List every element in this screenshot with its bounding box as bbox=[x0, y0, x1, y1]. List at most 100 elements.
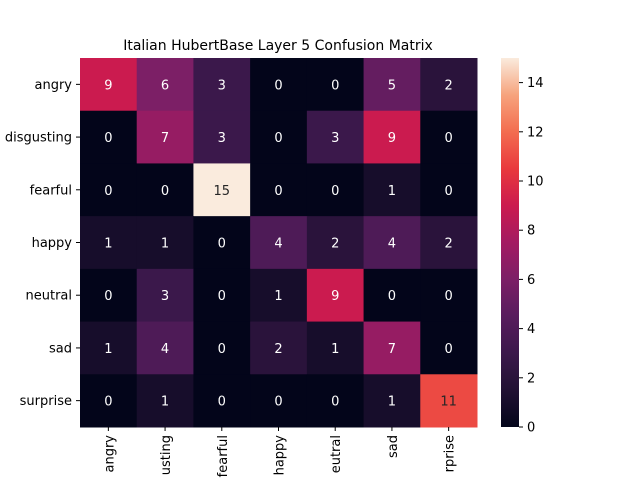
colorbar-tick-label: 4 bbox=[527, 322, 535, 337]
cell-value-label: 0 bbox=[218, 289, 226, 304]
cell-value-label: 0 bbox=[274, 184, 282, 199]
colorbar-bar bbox=[501, 58, 519, 427]
cell-value-label: 9 bbox=[388, 131, 396, 146]
cell-value-label: 7 bbox=[161, 131, 169, 146]
heatmap-cell bbox=[80, 216, 138, 270]
heatmap-cell bbox=[193, 110, 251, 164]
cell-value-label: 4 bbox=[274, 237, 282, 252]
heatmap-cell bbox=[363, 110, 421, 164]
colorbar-tick-label: 12 bbox=[527, 125, 544, 140]
cell-value-label: 2 bbox=[445, 237, 453, 252]
column-tick-label: rprise bbox=[443, 435, 458, 472]
heatmap-cell bbox=[136, 110, 194, 164]
row-tick-label: surprise bbox=[20, 394, 72, 409]
row-tick-label: angry bbox=[35, 78, 73, 93]
cell-value-label: 15 bbox=[214, 184, 231, 199]
heatmap-cell bbox=[420, 58, 478, 112]
cell-value-label: 0 bbox=[104, 184, 112, 199]
heatmap-grid: 9 6 3 0 0 5 20 7 3 0 3 9 00 0 15 0 0 1 01 1 0 4 2 4 20 3 0 1 9 0 01 4 0 2… bbox=[80, 58, 478, 428]
colorbar-tick-label: 2 bbox=[527, 371, 535, 386]
heatmap-cell bbox=[136, 216, 194, 270]
heatmap-cell bbox=[136, 58, 194, 112]
cell-value-label: 1 bbox=[104, 342, 112, 357]
cell-value-label: 0 bbox=[104, 289, 112, 304]
heatmap-cell bbox=[250, 321, 308, 375]
heatmap-cell bbox=[193, 268, 251, 323]
heatmap-cell bbox=[363, 268, 421, 323]
cell-value-label: 0 bbox=[104, 131, 112, 146]
heatmap-cell bbox=[250, 163, 308, 217]
colorbar-tick-label: 6 bbox=[527, 273, 535, 288]
cell-value-label: 1 bbox=[161, 237, 169, 252]
heatmap-cell bbox=[306, 321, 365, 375]
cell-value-label: 0 bbox=[445, 184, 453, 199]
heatmap-cell bbox=[193, 58, 251, 112]
heatmap-cell bbox=[420, 216, 478, 270]
row-tick-label: fearful bbox=[30, 183, 72, 198]
cell-value-label: 2 bbox=[331, 237, 339, 252]
heatmap-cell bbox=[420, 110, 478, 164]
cell-value-label: 1 bbox=[388, 395, 396, 410]
cell-value-label: 3 bbox=[218, 78, 226, 93]
cell-value-label: 0 bbox=[218, 342, 226, 357]
heatmap-cell bbox=[306, 374, 365, 428]
column-tick-label: eutral bbox=[329, 435, 344, 473]
cell-value-label: 1 bbox=[388, 184, 396, 199]
cell-value-label: 3 bbox=[161, 289, 169, 304]
heatmap-cell bbox=[363, 374, 421, 428]
cell-value-label: 5 bbox=[388, 78, 396, 93]
cell-value-label: 0 bbox=[274, 78, 282, 93]
heatmap-cell bbox=[250, 216, 308, 270]
cell-value-label: 0 bbox=[274, 131, 282, 146]
column-tick-label: usting bbox=[159, 435, 174, 475]
colorbar-tick-label: 8 bbox=[527, 224, 535, 239]
cell-value-label: 1 bbox=[161, 395, 169, 410]
chart-title: Italian HubertBase Layer 5 Confusion Mat… bbox=[123, 38, 433, 54]
heatmap-cell bbox=[80, 374, 138, 428]
heatmap-cell bbox=[80, 321, 138, 375]
heatmap-cell bbox=[250, 58, 308, 112]
cell-value-label: 0 bbox=[161, 184, 169, 199]
heatmap-cell bbox=[193, 374, 251, 428]
colorbar-tick-label: 10 bbox=[527, 175, 544, 190]
cell-value-label: 11 bbox=[440, 395, 457, 410]
heatmap-cell bbox=[136, 374, 194, 428]
heatmap-cell bbox=[420, 321, 478, 375]
colorbar-tick-label: 14 bbox=[527, 76, 544, 91]
column-tick-label: fearful bbox=[216, 435, 231, 477]
heatmap-cell bbox=[250, 268, 308, 323]
heatmap-cell bbox=[193, 321, 251, 375]
heatmap-cell bbox=[306, 58, 365, 112]
cell-value-label: 0 bbox=[388, 289, 396, 304]
cell-value-label: 1 bbox=[331, 342, 339, 357]
heatmap-cell bbox=[363, 216, 421, 270]
heatmap-cell bbox=[80, 58, 138, 112]
cell-value-label: 0 bbox=[218, 237, 226, 252]
heatmap-cell bbox=[363, 163, 421, 217]
heatmap-cell bbox=[80, 110, 138, 164]
heatmap-cell bbox=[250, 110, 308, 164]
cell-value-label: 1 bbox=[104, 237, 112, 252]
cell-value-label: 0 bbox=[331, 78, 339, 93]
heatmap-cell bbox=[80, 268, 138, 323]
row-tick-label: disgusting bbox=[5, 131, 72, 146]
cell-value-label: 9 bbox=[104, 78, 112, 93]
heatmap-cell bbox=[193, 163, 251, 217]
cell-value-label: 4 bbox=[161, 342, 169, 357]
heatmap-cell bbox=[250, 374, 308, 428]
cell-value-label: 0 bbox=[331, 395, 339, 410]
column-tick-labels: angry usting fearful happy eutral sad rprise bbox=[102, 427, 458, 477]
heatmap-cell bbox=[420, 374, 478, 428]
row-tick-label: happy bbox=[32, 236, 73, 251]
cell-value-label: 9 bbox=[331, 289, 339, 304]
heatmap-cell bbox=[306, 268, 365, 323]
row-tick-label: neutral bbox=[26, 289, 73, 304]
cell-value-label: 3 bbox=[331, 131, 339, 146]
heatmap-cell bbox=[136, 321, 194, 375]
column-tick-label: sad bbox=[386, 435, 401, 458]
heatmap-cell bbox=[136, 163, 194, 217]
row-tick-label: sad bbox=[49, 341, 72, 356]
heatmap-cell bbox=[306, 163, 365, 217]
heatmap-cell bbox=[306, 216, 365, 270]
